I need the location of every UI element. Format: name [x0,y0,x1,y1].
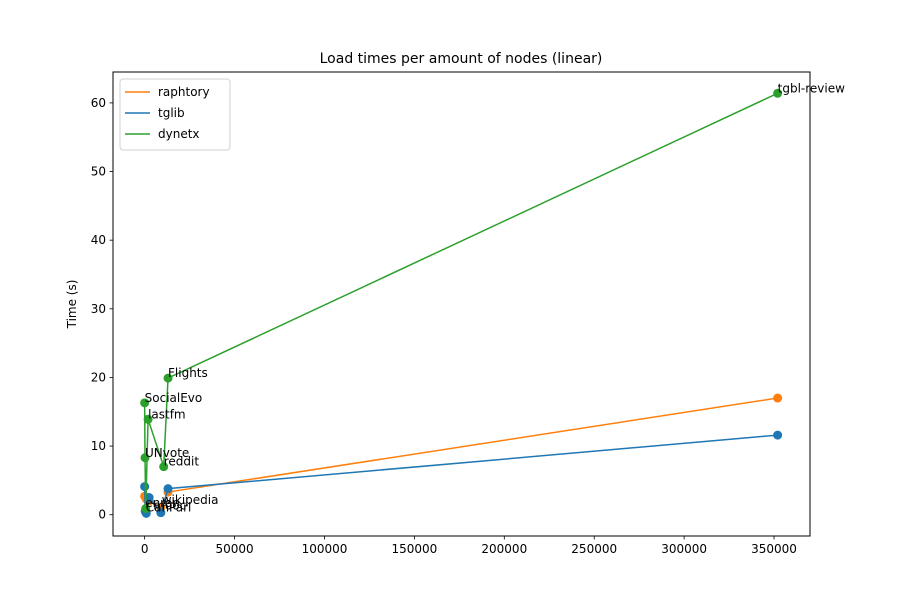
annotation-label: SocialEvo [145,391,203,405]
data-point-dynetx [140,453,150,463]
data-point-tglib [156,508,166,518]
legend-box [119,78,231,151]
legend: raphtory tglib dynetx [119,78,231,151]
x-tick-label: 350000 [751,542,797,556]
data-point-dynetx [140,398,150,408]
x-tick-label: 100000 [302,542,348,556]
y-tick-label: 20 [91,370,106,384]
annotation-label: UNvote [145,446,189,460]
annotation-label: tgbl-review [778,81,845,95]
y-tick-label: 40 [91,233,106,247]
data-point-dynetx [773,88,783,98]
y-tick-label: 10 [91,439,106,453]
legend-label-tglib: tglib [158,106,185,120]
data-point-tglib [773,430,783,440]
annotation-label: reddit [164,455,200,469]
axes-layer [112,71,811,537]
annotation-label: Flights [168,366,208,380]
annotation-label: lastfm [148,407,186,421]
data-point-raphtory [773,393,783,403]
x-tick-label: 300000 [661,542,707,556]
x-tick-label: 50000 [215,542,253,556]
annotation-label: CanParl [146,501,192,515]
x-tick-label: 150000 [391,542,437,556]
chart-title: Load times per amount of nodes (linear) [320,51,603,67]
x-tick-label: 200000 [481,542,527,556]
y-tick-label: 0 [98,508,106,522]
y-axis-label: Time (s) [65,280,79,330]
data-point-dynetx [143,414,153,424]
legend-label-raphtory: raphtory [158,85,210,99]
series-layer [140,88,783,518]
y-tick-label: 30 [91,302,106,316]
y-tick-label: 60 [91,96,106,110]
plot-frame [112,71,811,537]
data-point-tglib [144,493,154,503]
x-tick-label: 0 [141,542,149,556]
data-point-dynetx [141,504,151,514]
data-point-dynetx [163,373,173,383]
data-point-dynetx [159,462,169,472]
annotation-label: wikipedia [162,493,219,507]
y-tick-label: 50 [91,165,106,179]
legend-label-dynetx: dynetx [158,127,200,141]
x-tick-label: 250000 [571,542,617,556]
data-point-tglib [163,484,173,494]
annotation-label: enron [145,496,180,510]
annotation-label: mooc [153,499,186,513]
ticks-layer: 0 50000 100000 150000 200000 250000 300000 3500… [91,96,797,556]
